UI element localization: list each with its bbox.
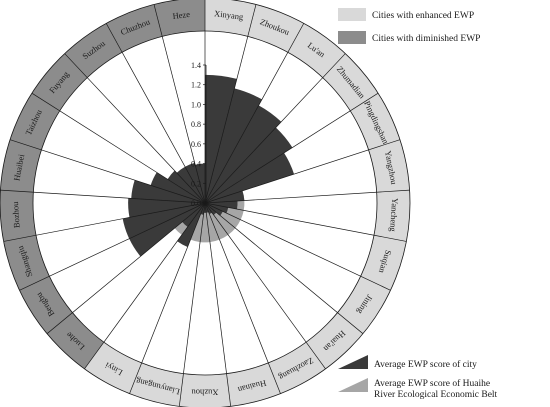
enhanced-ring-sector [84,0,410,407]
legend-city-score-label: Average EWP score of city [374,359,477,370]
legend-enhanced-swatch [338,8,366,21]
radial-tick-label: 0.2 [191,179,201,188]
city-label: Bozhou [10,201,22,229]
city-score-bar [205,152,295,203]
belt-average-bar [200,203,210,243]
city-score-bar [205,200,238,210]
city-score-bar [176,166,205,203]
spoke-line [204,202,391,291]
radial-tick-label: 1.0 [191,100,201,109]
city-label: Xinyang [214,8,245,22]
legend-city-score-swatch [338,355,368,369]
spoke-line [204,202,326,370]
city-label: Heze [172,9,191,21]
city-score-bar [177,203,205,247]
spoke-line [153,4,206,204]
outer-border [0,0,411,407]
city-score-bar [205,203,217,215]
spoke-line [204,4,257,204]
radial-tick-label: 0.4 [191,160,201,169]
spoke-line [204,202,281,394]
city-score-bar [205,105,282,203]
radial-tick-label: 1.4 [191,61,201,70]
city-score-bar [205,127,293,203]
spoke-line [129,202,206,394]
spoke-line [64,53,206,204]
legend-belt-score-label: River Ecological Economic Belt [374,390,498,400]
city-score-bar [128,198,205,218]
radial-tick-label: 1.2 [191,81,201,90]
city-label: Xuzhou [191,388,219,398]
city-score-bar [182,203,205,227]
city-score-bar [205,88,262,203]
city-score-bar [205,203,223,216]
radial-tick-label: 0.8 [191,120,201,129]
city-score-bar [129,203,205,257]
diminished-ring-sector [0,0,205,369]
city-score-bar [122,203,205,239]
spoke-line [178,202,206,407]
spoke-line [204,202,407,242]
spoke-line [204,189,410,204]
spoke-line [19,202,206,291]
spoke-line [204,92,379,204]
spoke-line [204,139,401,204]
radial-tick-label: 0.6 [191,140,201,149]
spoke-line [84,202,206,370]
spoke-line [9,139,206,204]
city-score-bar [150,172,205,203]
legend-diminished-label: Cities with diminished EWP [372,34,480,44]
spoke-line [204,23,305,204]
legend-belt-score-swatch [338,378,368,392]
city-label: Yancheng [388,198,400,233]
spoke-line [204,202,232,407]
city-score-bar [185,162,205,203]
legend-belt-score-label: Average EWP score of Huaihe [374,378,490,389]
radial-tick-label: 0.0 [191,199,201,208]
spoke-line [105,23,206,204]
city-score-bar [167,170,205,203]
spoke-line [0,189,206,204]
legend-diminished-swatch [338,31,366,44]
legend-enhanced-label: Cities with enhanced EWP [372,11,474,21]
spoke-line [204,53,346,204]
spoke-line [204,202,364,334]
spoke-line [46,202,206,334]
spoke-line [31,92,206,204]
spoke-line [3,202,206,242]
